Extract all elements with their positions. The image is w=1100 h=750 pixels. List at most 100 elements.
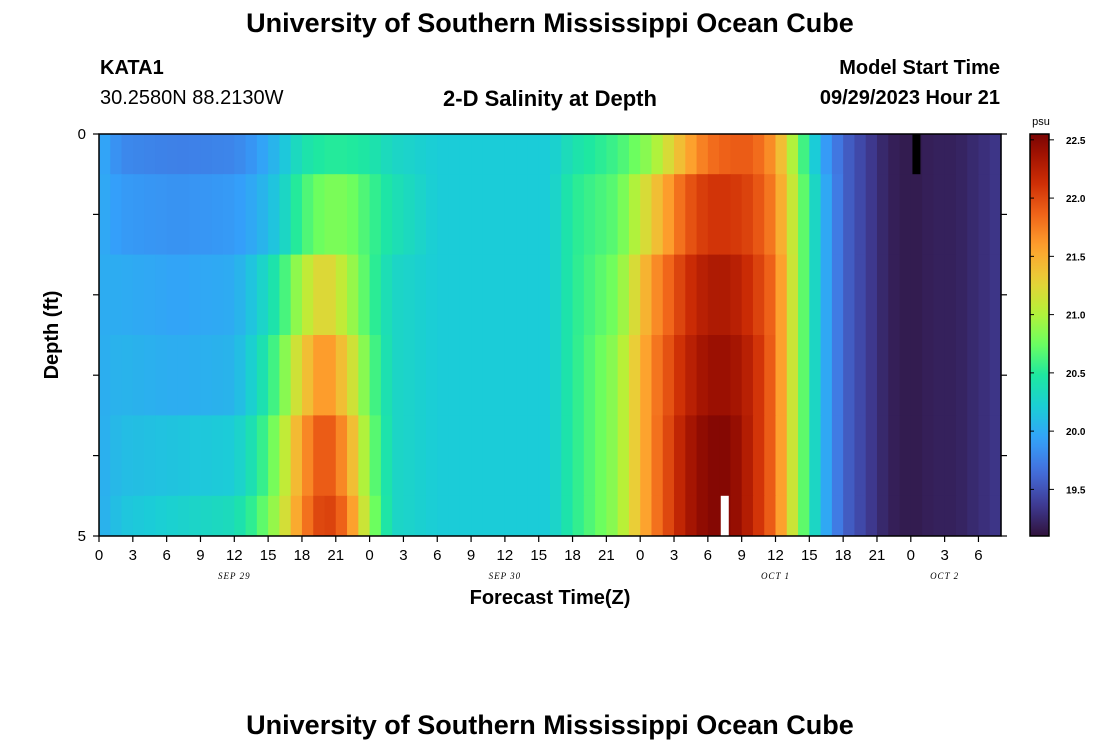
heatmap-cell [752, 415, 765, 497]
heatmap-cell [313, 174, 326, 255]
x-date-label: OCT 1 [761, 571, 790, 581]
heatmap-cell [561, 495, 574, 537]
heatmap-cell [392, 495, 405, 537]
heatmap-cell [775, 134, 788, 175]
heatmap-cell [290, 415, 303, 497]
heatmap-cell [335, 134, 348, 175]
heatmap-cell [651, 254, 664, 336]
heatmap-cell [504, 174, 517, 255]
heatmap-cell [471, 495, 483, 537]
heatmap-cell [324, 174, 337, 255]
heatmap-cell [200, 134, 213, 175]
heatmap-cell [730, 174, 743, 255]
heatmap-cell [279, 134, 292, 175]
heatmap-cell [425, 254, 438, 336]
heatmap-cell [899, 254, 912, 336]
heatmap-cell [279, 335, 292, 416]
heatmap-cell [967, 134, 980, 175]
heatmap-cell [707, 335, 720, 416]
x-tick-label: 12 [226, 547, 243, 564]
heatmap-cell [380, 415, 393, 497]
heatmap-cell [256, 495, 269, 537]
heatmap-cell [99, 254, 111, 336]
heatmap-cell [854, 335, 867, 416]
colorbar-tick-label: 22.5 [1066, 136, 1086, 147]
heatmap-cell [662, 335, 675, 416]
heatmap-cell [831, 134, 844, 175]
heatmap-cell [301, 415, 314, 497]
heatmap-cell [177, 254, 190, 336]
heatmap-cell [865, 335, 878, 416]
heatmap-cell [561, 254, 574, 336]
heatmap-cell [876, 254, 889, 336]
heatmap-cell [843, 174, 856, 255]
heatmap-cell [561, 174, 574, 255]
heatmap-cell [200, 495, 213, 537]
heatmap-cell [730, 495, 743, 537]
heatmap-cell [392, 174, 405, 255]
heatmap-cell [144, 174, 156, 255]
heatmap-cell [223, 415, 235, 497]
heatmap-cell [223, 134, 235, 175]
y-axis-title: Depth (ft) [41, 291, 63, 380]
heatmap-cell [674, 495, 686, 537]
heatmap-cell [550, 335, 562, 416]
heatmap-cell [876, 134, 889, 175]
footer-title: University of Southern Mississippi Ocean… [246, 710, 854, 740]
heatmap-cell [606, 335, 619, 416]
heatmap-cell [820, 335, 833, 416]
heatmap-cell [775, 335, 788, 416]
heatmap-cell [696, 495, 709, 537]
heatmap-cell [595, 335, 607, 416]
heatmap-cell [504, 495, 517, 537]
heatmap-cell [471, 134, 483, 175]
heatmap-cell [843, 134, 856, 175]
heatmap-cell [482, 495, 495, 537]
heatmap-cell [550, 254, 562, 336]
heatmap-cell [189, 415, 202, 497]
heatmap-cell [223, 174, 235, 255]
heatmap-cell [922, 254, 934, 336]
heatmap-cell [798, 415, 810, 497]
heatmap-cell [696, 335, 709, 416]
heatmap-cell [99, 495, 111, 537]
heatmap-cell [741, 134, 754, 175]
heatmap-cell [674, 134, 686, 175]
x-tick-label: 15 [530, 547, 547, 564]
heatmap-cell [640, 134, 653, 175]
heatmap-cell [741, 335, 754, 416]
heatmap-cell [459, 415, 472, 497]
heatmap-cell [741, 495, 754, 537]
heatmap-cell [425, 174, 438, 255]
heatmap-cells [99, 134, 1002, 537]
heatmap-cell [922, 134, 934, 175]
x-axis: 0 3 6 9 12 15 18 21 0 3 6 9 12 15 18 21 0 3 6 9 12 15 18 21 0 3 6 S… [95, 536, 983, 581]
heatmap-cell [493, 495, 506, 537]
heatmap-cell [301, 174, 314, 255]
heatmap-cell [493, 134, 506, 175]
heatmap-cell [471, 415, 483, 497]
heatmap-cell [640, 254, 653, 336]
heatmap-cell [279, 254, 292, 336]
heatmap-cell [132, 335, 145, 416]
heatmap-cell [200, 335, 213, 416]
heatmap-cell [933, 415, 946, 497]
heatmap-cell [944, 174, 957, 255]
heatmap-cell [572, 495, 585, 537]
heatmap-cell [662, 174, 675, 255]
heatmap-cell [967, 254, 980, 336]
heatmap-cell [989, 134, 1002, 175]
heatmap-cell [144, 134, 156, 175]
heatmap-cell [786, 254, 799, 336]
heatmap-cell [865, 254, 878, 336]
heatmap-cell [707, 174, 720, 255]
heatmap-cell [685, 134, 698, 175]
heatmap-cell [99, 415, 111, 497]
heatmap-cell [504, 134, 517, 175]
heatmap-cell [313, 415, 326, 497]
heatmap-cell [437, 174, 450, 255]
heatmap-cell [459, 335, 472, 416]
heatmap-cell [651, 174, 664, 255]
heatmap-cell [290, 254, 303, 336]
heatmap-cell [978, 134, 991, 175]
